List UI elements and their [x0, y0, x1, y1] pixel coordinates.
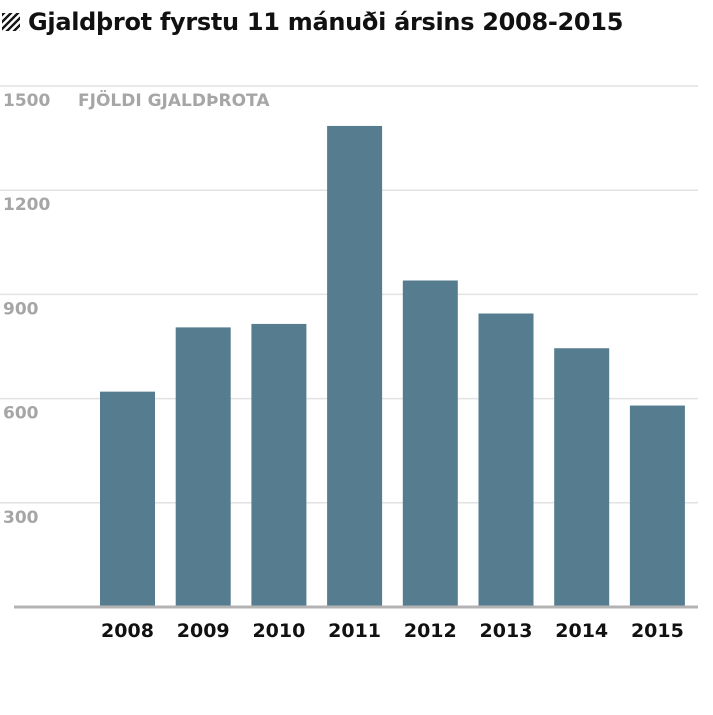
y-tick-1500: 1500: [3, 91, 50, 111]
x-tick-2012: 2012: [404, 620, 457, 642]
x-tick-2014: 2014: [555, 620, 608, 642]
chart-title: Gjaldþrot fyrstu 11 mánuði ársins 2008-2…: [28, 8, 624, 36]
x-tick-2009: 2009: [177, 620, 230, 642]
bar-2014: [554, 348, 610, 607]
y-tick-300: 300: [3, 508, 39, 528]
y-axis-label: FJÖLDI GJALDÞROTA: [78, 89, 270, 111]
hatch-icon: [2, 13, 20, 31]
x-tick-2013: 2013: [480, 620, 533, 642]
y-tick-900: 900: [3, 299, 39, 319]
bar-2012: [402, 280, 458, 607]
x-tick-2010: 2010: [252, 620, 305, 642]
x-tick-labels: 2008 2009 2010 2011 2012 2013 2014 2015: [101, 620, 684, 642]
bar-2011: [327, 125, 383, 608]
y-tick-1200: 1200: [3, 195, 50, 215]
bars: [100, 125, 685, 608]
bar-2015: [629, 405, 685, 607]
x-tick-2011: 2011: [328, 620, 381, 642]
bar-2013: [478, 313, 534, 607]
y-tick-labels: 300 600 900 1200 1500: [3, 91, 50, 528]
title-row: Gjaldþrot fyrstu 11 mánuði ársins 2008-2…: [2, 8, 623, 36]
bar-2009: [175, 327, 231, 607]
y-tick-600: 600: [3, 404, 39, 424]
bar-2010: [251, 323, 307, 607]
x-tick-2008: 2008: [101, 620, 154, 642]
bar-2008: [100, 391, 155, 607]
x-tick-2015: 2015: [631, 620, 684, 642]
